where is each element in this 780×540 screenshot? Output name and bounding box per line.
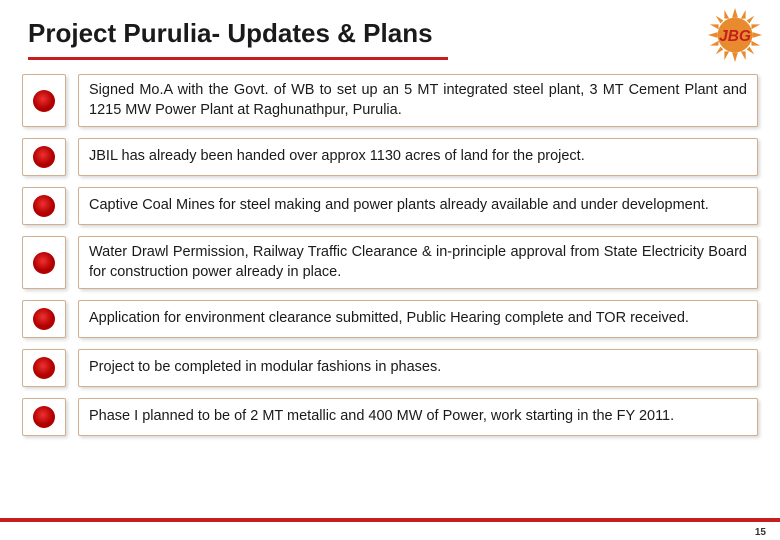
footer-bar: [0, 518, 780, 522]
bullet-box: [22, 138, 66, 176]
list-item: Project to be completed in modular fashi…: [22, 349, 758, 387]
bullet-box: [22, 349, 66, 387]
list-item: Water Drawl Permission, Railway Traffic …: [22, 236, 758, 289]
item-text: Project to be completed in modular fashi…: [78, 349, 758, 387]
logo-icon: JBG: [706, 6, 764, 64]
list-item: Signed Mo.A with the Govt. of WB to set …: [22, 74, 758, 127]
slide-title: Project Purulia- Updates & Plans: [28, 18, 752, 57]
bullet-box: [22, 187, 66, 225]
item-text: JBIL has already been handed over approx…: [78, 138, 758, 176]
list-item: Application for environment clearance su…: [22, 300, 758, 338]
item-text: Water Drawl Permission, Railway Traffic …: [78, 236, 758, 289]
bullet-icon: [33, 308, 55, 330]
bullet-box: [22, 74, 66, 127]
item-text: Signed Mo.A with the Govt. of WB to set …: [78, 74, 758, 127]
logo-sun-icon: JBG: [708, 8, 762, 62]
bullet-icon: [33, 146, 55, 168]
items-list: Signed Mo.A with the Govt. of WB to set …: [0, 60, 780, 436]
bullet-icon: [33, 195, 55, 217]
logo-text: JBG: [719, 28, 751, 45]
page-number: 15: [755, 527, 766, 538]
bullet-box: [22, 236, 66, 289]
bullet-box: [22, 300, 66, 338]
title-underline: [28, 57, 448, 60]
list-item: Captive Coal Mines for steel making and …: [22, 187, 758, 225]
item-text: Application for environment clearance su…: [78, 300, 758, 338]
item-text: Captive Coal Mines for steel making and …: [78, 187, 758, 225]
slide-header: Project Purulia- Updates & Plans: [0, 0, 780, 60]
bullet-icon: [33, 406, 55, 428]
item-text: Phase I planned to be of 2 MT metallic a…: [78, 398, 758, 436]
bullet-box: [22, 398, 66, 436]
bullet-icon: [33, 90, 55, 112]
bullet-icon: [33, 357, 55, 379]
list-item: Phase I planned to be of 2 MT metallic a…: [22, 398, 758, 436]
bullet-icon: [33, 252, 55, 274]
list-item: JBIL has already been handed over approx…: [22, 138, 758, 176]
